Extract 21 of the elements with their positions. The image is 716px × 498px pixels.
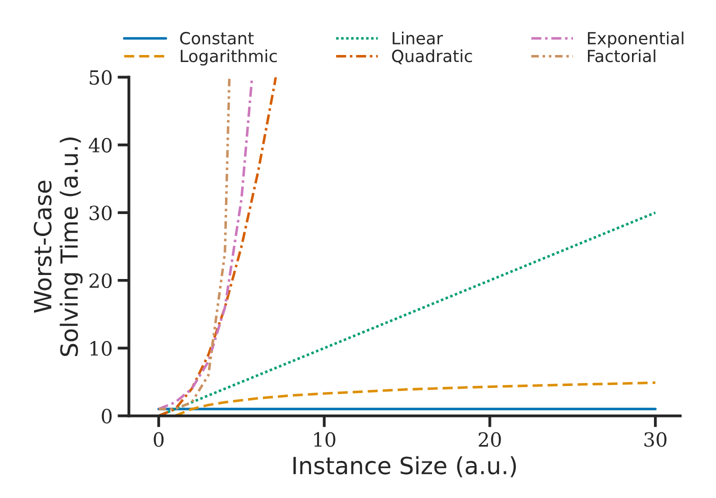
line-series [174, 381, 657, 416]
x-tick-label: 10 [314, 432, 336, 447]
legend-label: Logarithmic [180, 49, 277, 66]
y-axis-title: Worst-Case Solving Time (a.u.) [34, 137, 83, 356]
legend-label: Linear [392, 32, 443, 44]
x-tick-label: 20 [478, 432, 501, 447]
y-tick-label: 0 [102, 408, 112, 424]
legend-label: Factorial [588, 49, 656, 62]
legend-label: Quadratic [392, 49, 472, 64]
x-tick-label: 0 [154, 432, 164, 447]
y-tick-label: 30 [90, 206, 112, 220]
y-tick-label: 10 [90, 341, 112, 356]
x-axis-title: Instance Size (a.u.) [293, 456, 516, 478]
x-tick-label: 30 [644, 432, 666, 447]
line-series [157, 77, 231, 410]
y-tick-label: 20 [89, 273, 112, 288]
line-series [157, 77, 277, 416]
legend-label: Constant [180, 32, 254, 44]
y-tick-label: 40 [88, 138, 112, 153]
y-tick-label: 50 [90, 70, 112, 85]
legend-label: Exponential [588, 32, 684, 48]
